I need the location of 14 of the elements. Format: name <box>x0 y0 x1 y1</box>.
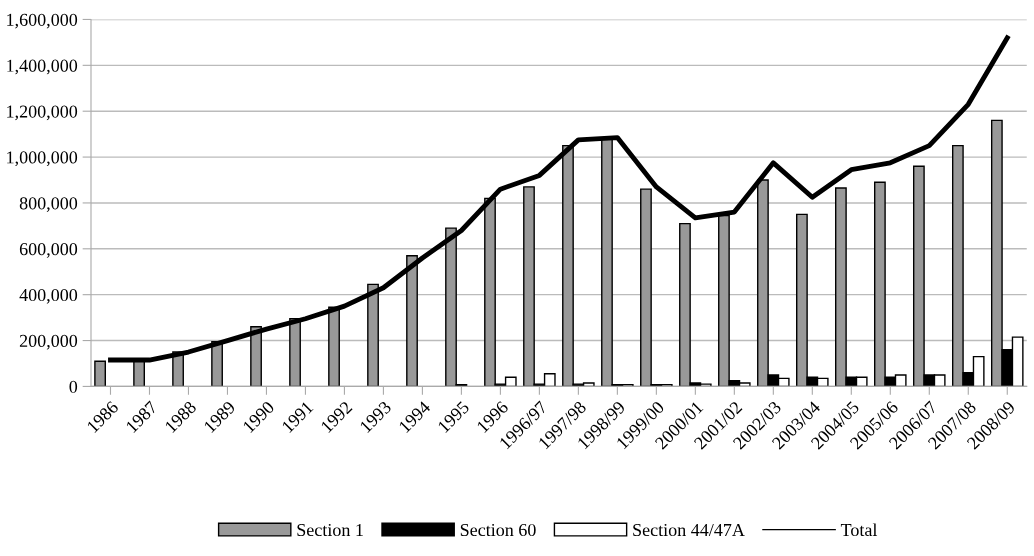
y-tick-label: 1,400,000 <box>7 59 78 75</box>
y-tick-label: 600,000 <box>19 243 78 258</box>
y-tick-label: 1,600,000 <box>7 13 78 29</box>
y-tick-label: 0 <box>69 380 78 393</box>
y-tick-label: 200,000 <box>19 334 78 350</box>
y-tick-label: 1,000,000 <box>7 151 78 167</box>
y-tick-label: 800,000 <box>19 197 78 212</box>
legend-label: Section 1 <box>297 523 363 537</box>
y-tick-label: 1,200,000 <box>7 105 78 121</box>
bar <box>94 360 106 387</box>
legend-label: Section 60 <box>460 523 536 537</box>
y-tick-label: 400,000 <box>19 288 78 304</box>
legend-label: Section 44/47A <box>633 523 745 537</box>
legend-label: Total <box>840 523 878 537</box>
